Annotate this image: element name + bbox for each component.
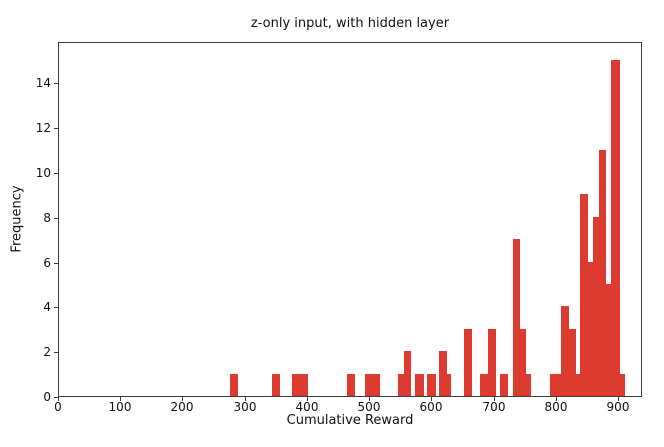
chart-title: z-only input, with hidden layer bbox=[250, 16, 450, 31]
x-tick-mark bbox=[245, 397, 246, 401]
histogram-bar bbox=[576, 373, 580, 396]
x-tick-label: 400 bbox=[295, 400, 319, 414]
histogram-bar bbox=[480, 373, 488, 396]
histogram-bar bbox=[272, 373, 280, 396]
histogram-bar bbox=[439, 351, 447, 396]
histogram-bar bbox=[404, 351, 411, 396]
histogram-bar bbox=[606, 283, 611, 396]
x-axis-label: Cumulative Reward bbox=[286, 413, 414, 428]
y-tick-mark bbox=[54, 83, 58, 85]
x-tick-mark bbox=[369, 397, 370, 401]
x-tick-label: 0 bbox=[54, 400, 62, 414]
histogram-bar bbox=[588, 261, 593, 396]
histogram-bar bbox=[599, 149, 606, 396]
histogram-bar bbox=[365, 373, 380, 396]
y-tick-label: 10 bbox=[35, 165, 51, 180]
y-tick-mark bbox=[54, 128, 58, 129]
histogram-bar bbox=[620, 373, 625, 396]
histogram-bar bbox=[611, 59, 620, 396]
x-tick-label: 300 bbox=[233, 400, 257, 414]
y-tick-mark bbox=[54, 262, 58, 264]
histogram-bar bbox=[593, 216, 599, 396]
histogram-bar bbox=[230, 373, 238, 396]
y-tick-label: 4 bbox=[43, 300, 51, 315]
y-tick-label: 12 bbox=[35, 121, 51, 135]
x-tick-mark bbox=[307, 397, 308, 401]
x-tick-label: 600 bbox=[419, 400, 443, 414]
y-tick-label: 14 bbox=[35, 76, 51, 91]
histogram-bar bbox=[292, 373, 308, 396]
histogram-bar bbox=[464, 328, 472, 396]
x-tick-mark bbox=[618, 397, 619, 401]
histogram-bar bbox=[500, 373, 508, 396]
histogram-bar bbox=[415, 373, 424, 396]
x-tick-label: 800 bbox=[544, 400, 568, 414]
histogram-bar bbox=[561, 306, 569, 396]
x-tick-mark bbox=[431, 397, 432, 401]
histogram-bar bbox=[569, 328, 576, 396]
y-tick-label: 2 bbox=[43, 345, 51, 360]
y-tick-label: 6 bbox=[43, 255, 51, 270]
histogram-bar bbox=[580, 194, 588, 396]
histogram-bar bbox=[520, 328, 526, 396]
histogram-bar bbox=[398, 373, 404, 396]
y-tick-mark bbox=[54, 217, 58, 219]
histogram-bar bbox=[447, 373, 451, 396]
histogram-bar bbox=[347, 373, 355, 396]
y-tick-mark bbox=[54, 397, 58, 398]
x-tick-mark bbox=[182, 397, 183, 401]
histogram-bar bbox=[550, 373, 561, 396]
histogram-bar bbox=[488, 328, 496, 396]
plot-area bbox=[58, 42, 642, 397]
x-tick-mark bbox=[556, 397, 557, 401]
x-tick-mark bbox=[494, 397, 495, 401]
x-tick-mark bbox=[120, 397, 121, 401]
x-tick-label: 100 bbox=[108, 400, 132, 414]
y-tick-label: 8 bbox=[43, 210, 51, 225]
histogram-bar bbox=[427, 373, 436, 396]
y-tick-mark bbox=[54, 352, 58, 354]
x-tick-label: 700 bbox=[482, 400, 506, 414]
x-tick-label: 900 bbox=[606, 400, 630, 414]
x-tick-label: 200 bbox=[170, 400, 194, 414]
x-tick-mark bbox=[58, 397, 59, 401]
x-tick-label: 500 bbox=[357, 400, 381, 414]
y-tick-mark bbox=[54, 307, 58, 309]
y-tick-mark bbox=[54, 172, 58, 174]
histogram-bar bbox=[526, 373, 531, 396]
y-tick-label: 0 bbox=[43, 390, 51, 404]
histogram-bar bbox=[513, 239, 520, 396]
